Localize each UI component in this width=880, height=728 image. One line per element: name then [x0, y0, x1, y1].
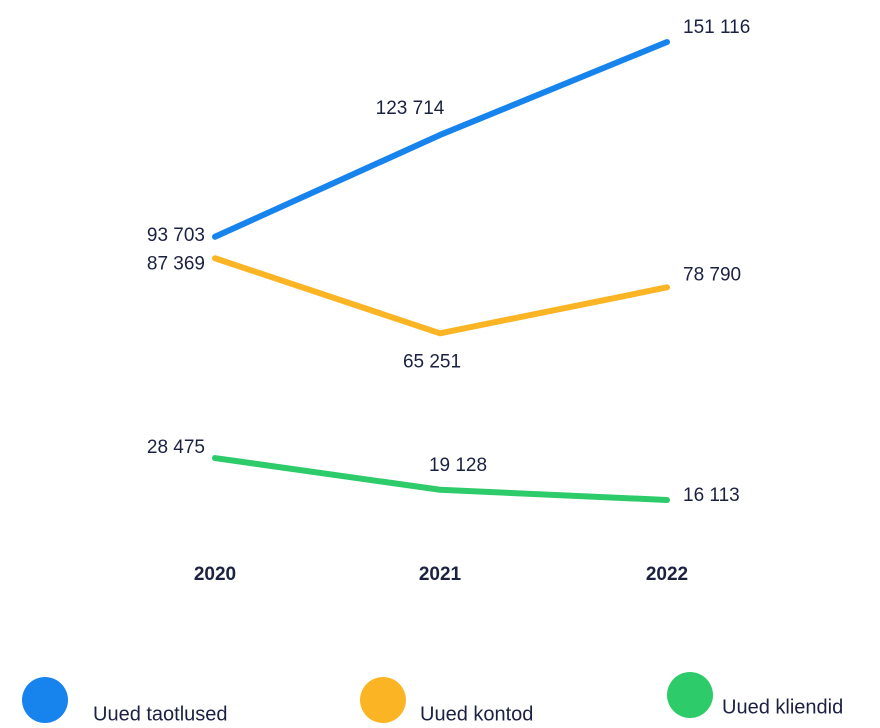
x-tick-label: 2020	[194, 564, 236, 585]
series-line	[212, 39, 670, 240]
data-label: 65 251	[403, 351, 461, 372]
legend-swatch	[22, 677, 68, 723]
data-label: 28 475	[147, 437, 205, 458]
data-label: 151 116	[683, 17, 750, 38]
legend-swatch	[667, 672, 713, 718]
legend-label: Uued kliendid	[722, 696, 843, 718]
data-label: 19 128	[429, 455, 487, 476]
data-label: 78 790	[683, 264, 741, 285]
legend-swatch	[360, 677, 406, 723]
data-label: 16 113	[683, 485, 740, 506]
x-tick-label: 2022	[646, 564, 688, 585]
data-label: 123 714	[376, 98, 445, 119]
legend-label: Uued kontod	[420, 703, 533, 725]
legend-label: Uued taotlused	[93, 703, 228, 725]
series-line	[212, 255, 670, 337]
data-label: 93 703	[147, 225, 205, 246]
series-line	[212, 455, 670, 503]
x-tick-label: 2021	[419, 564, 462, 585]
data-label: 87 369	[147, 253, 205, 274]
